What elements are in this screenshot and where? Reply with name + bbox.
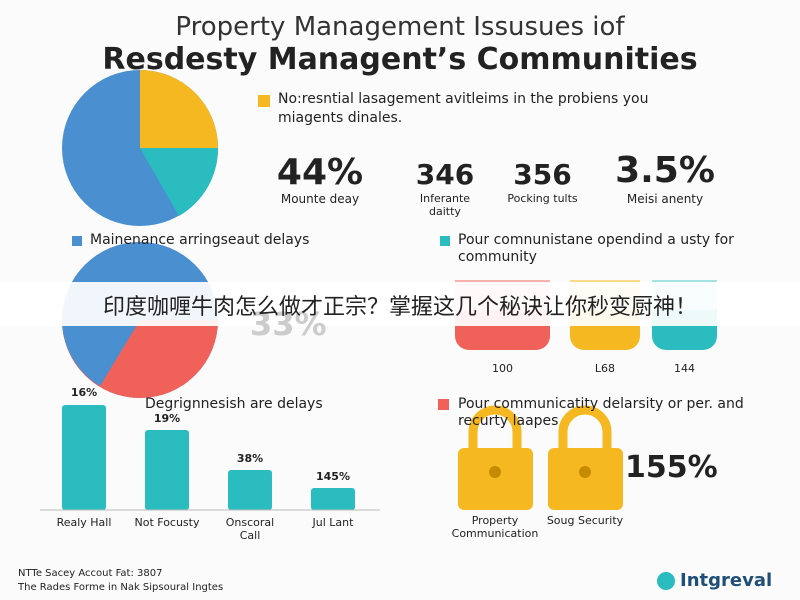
pie-label: 33% [250, 305, 327, 343]
lock-body [548, 448, 623, 510]
locks [458, 405, 623, 510]
bar-category: Jul Lant [312, 516, 354, 529]
pie-slice [140, 148, 219, 216]
banner: 印度咖喱牛肉怎么做才正宗？掌握这几个秘诀让你秒变厨神！ [102, 295, 697, 320]
lock-shackle [558, 405, 612, 450]
title-line1: Property Management Issusues iof [175, 12, 625, 42]
bar [311, 488, 355, 510]
cylinder-label: L68 [594, 362, 616, 375]
bar [62, 405, 106, 510]
bar-category: Not Focusty [134, 516, 200, 529]
lock-shackle [468, 405, 522, 450]
bar-label: 38% [236, 452, 264, 465]
legend-swatch [440, 236, 450, 246]
footer-note: The Rades Forme in Nak Sipsoural Ingtes [18, 582, 224, 593]
legend-text: Pour comnunistane opendind a usty for co… [458, 232, 734, 265]
security-value: 155% [625, 450, 718, 485]
cylinder-label: 100 [492, 362, 513, 375]
logo: Intgreval [680, 570, 773, 591]
bar-label: 16% [70, 386, 98, 399]
bars [62, 405, 355, 510]
keyhole [579, 466, 591, 478]
stat-label: Mounte deay [280, 192, 360, 206]
lock-label: Property Communication [451, 514, 539, 540]
stat-label: Meisi anenty [626, 192, 704, 206]
bar-label: 145% [316, 470, 350, 483]
cylinder-label: 144 [674, 362, 695, 375]
stat-label: Inferante daitty [419, 192, 471, 218]
bar-category: Realy Hall [56, 516, 112, 529]
legend-swatch [438, 399, 449, 410]
title-line2: Resdesty Managent’s Communities [102, 42, 698, 77]
stat-value: 3.5% [615, 150, 715, 191]
logo-icon [657, 572, 675, 590]
stat-value: 356 [513, 158, 572, 191]
bars-title: Degrignnesish are delays [145, 396, 323, 412]
legend-text: No:resntial lasagement avitleims in the … [278, 91, 649, 126]
bar [145, 430, 189, 510]
keyhole [489, 466, 501, 478]
stat-value: 44% [276, 152, 364, 193]
lock-body [458, 448, 533, 510]
legend-swatch [258, 95, 270, 107]
security-title: Pour communicatity delarsity or per. and… [458, 396, 744, 429]
lock-label: Soug Security [546, 514, 624, 527]
pie-slice [62, 320, 140, 386]
legend-swatch [72, 236, 82, 246]
legend-text: Mainenance arringseaut delays [90, 232, 310, 248]
pie-top [62, 70, 219, 226]
stat-value: 346 [415, 158, 475, 191]
footer-note: NTTe Sacey Accout Fat: 3807 [18, 568, 163, 579]
banner-bg [0, 282, 800, 326]
bar-category: Onscoral Call [225, 516, 275, 542]
pie-slice [140, 70, 218, 148]
bar [228, 470, 272, 510]
bar-label: 19% [153, 412, 181, 425]
stat-label: Pocking tults [507, 192, 578, 205]
